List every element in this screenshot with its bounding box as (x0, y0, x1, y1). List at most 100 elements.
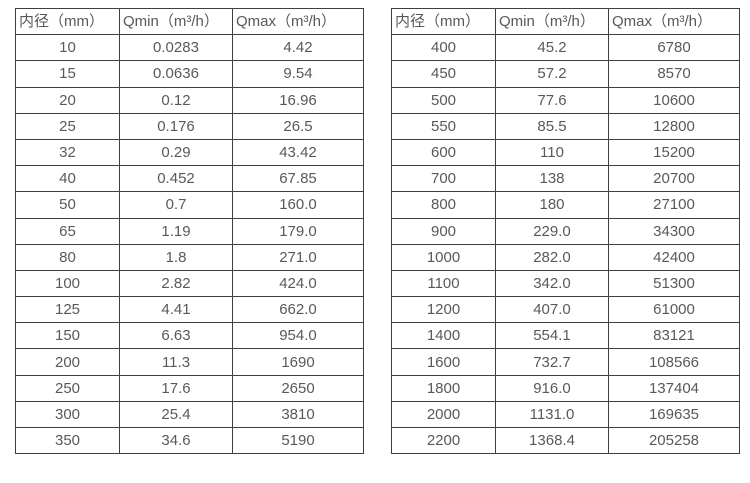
qmin-cell: 4.41 (119, 296, 233, 324)
diameter-cell: 1800 (391, 374, 496, 402)
diameter-cell: 400 (391, 34, 496, 62)
table-row: 15 0.0636 9.54 (15, 60, 364, 88)
qmax-cell: 61000 (608, 296, 740, 324)
table-row: 40 0.452 67.85 (15, 165, 364, 193)
table-row: 300 25.4 3810 (15, 400, 364, 429)
table-row: 2200 1368.4 205258 (391, 426, 740, 455)
qmax-cell: 137404 (608, 374, 740, 402)
diameter-cell: 1200 (391, 296, 496, 324)
table-row: 200 11.3 1690 (15, 348, 364, 376)
diameter-cell: 32 (15, 138, 120, 167)
qmin-cell: 1.8 (119, 243, 233, 271)
qmax-cell: 662.0 (232, 296, 364, 324)
table-row: 250 17.6 2650 (15, 374, 364, 402)
qmin-cell: 17.6 (119, 374, 233, 402)
qmin-cell: 45.2 (495, 34, 609, 62)
diameter-cell: 500 (391, 86, 496, 114)
header-row: 内径（mm） Qmin（m³/h） Qmax（m³/h） (391, 7, 740, 36)
qmax-cell: 15200 (608, 138, 740, 167)
qmin-cell: 732.7 (495, 348, 609, 376)
table-row: 2000 1131.0 169635 (391, 400, 740, 429)
table-row: 1600 732.7 108566 (391, 348, 740, 376)
table-row: 350 34.6 5190 (15, 426, 364, 455)
diameter-cell: 15 (15, 60, 120, 88)
qmax-cell: 108566 (608, 348, 740, 376)
qmax-cell: 954.0 (232, 322, 364, 350)
table-row: 25 0.176 26.5 (15, 112, 364, 140)
qmax-cell: 10600 (608, 86, 740, 114)
qmax-cell: 67.85 (232, 165, 364, 193)
qmax-cell: 2650 (232, 374, 364, 402)
diameter-cell: 125 (15, 296, 120, 324)
diameter-cell: 1600 (391, 348, 496, 376)
qmin-cell: 0.29 (119, 138, 233, 167)
qmax-cell: 205258 (608, 426, 740, 455)
diameter-cell: 800 (391, 191, 496, 219)
column-header-qmax: Qmax（m³/h） (232, 7, 364, 36)
qmax-cell: 12800 (608, 112, 740, 140)
qmin-cell: 138 (495, 165, 609, 193)
table-row: 450 57.2 8570 (391, 60, 740, 88)
qmin-cell: 0.7 (119, 191, 233, 219)
qmax-cell: 4.42 (232, 34, 364, 62)
table-row: 65 1.19 179.0 (15, 217, 364, 245)
qmax-cell: 83121 (608, 322, 740, 350)
table-row: 10 0.0283 4.42 (15, 34, 364, 62)
diameter-cell: 1100 (391, 269, 496, 298)
flow-table-small-diameters: 内径（mm） Qmin（m³/h） Qmax（m³/h） 10 0.0283 4.42 15… (15, 7, 364, 455)
diameter-cell: 150 (15, 322, 120, 350)
qmin-cell: 34.6 (119, 426, 233, 455)
qmax-cell: 160.0 (232, 191, 364, 219)
qmax-cell: 51300 (608, 269, 740, 298)
qmin-cell: 110 (495, 138, 609, 167)
diameter-cell: 1400 (391, 322, 496, 350)
table-row: 80 1.8 271.0 (15, 243, 364, 271)
table-row: 1200 407.0 61000 (391, 296, 740, 324)
diameter-cell: 20 (15, 86, 120, 114)
table-row: 400 45.2 6780 (391, 34, 740, 62)
qmin-cell: 229.0 (495, 217, 609, 245)
qmax-cell: 26.5 (232, 112, 364, 140)
column-header-qmin: Qmin（m³/h） (119, 7, 233, 36)
diameter-cell: 350 (15, 426, 120, 455)
qmax-cell: 9.54 (232, 60, 364, 88)
qmin-cell: 282.0 (495, 243, 609, 271)
diameter-cell: 450 (391, 60, 496, 88)
qmin-cell: 0.0283 (119, 34, 233, 62)
table-row: 600 110 15200 (391, 138, 740, 167)
qmin-cell: 77.6 (495, 86, 609, 114)
table-row: 1000 282.0 42400 (391, 243, 740, 271)
qmin-cell: 0.452 (119, 165, 233, 193)
qmin-cell: 1368.4 (495, 426, 609, 455)
diameter-cell: 80 (15, 243, 120, 271)
qmin-cell: 0.0636 (119, 60, 233, 88)
diameter-cell: 550 (391, 112, 496, 140)
table-row: 1400 554.1 83121 (391, 322, 740, 350)
qmax-cell: 5190 (232, 426, 364, 455)
diameter-cell: 300 (15, 400, 120, 429)
diameter-cell: 2200 (391, 426, 496, 455)
table-row: 700 138 20700 (391, 165, 740, 193)
column-header-diameter: 内径（mm） (391, 7, 496, 36)
qmin-cell: 0.176 (119, 112, 233, 140)
qmax-cell: 27100 (608, 191, 740, 219)
qmin-cell: 0.12 (119, 86, 233, 114)
qmax-cell: 43.42 (232, 138, 364, 167)
diameter-cell: 10 (15, 34, 120, 62)
diameter-cell: 40 (15, 165, 120, 193)
qmin-cell: 1131.0 (495, 400, 609, 429)
qmax-cell: 34300 (608, 217, 740, 245)
diameter-cell: 700 (391, 165, 496, 193)
qmin-cell: 1.19 (119, 217, 233, 245)
column-header-diameter: 内径（mm） (15, 7, 120, 36)
qmin-cell: 180 (495, 191, 609, 219)
qmax-cell: 1690 (232, 348, 364, 376)
diameter-cell: 65 (15, 217, 120, 245)
qmax-cell: 424.0 (232, 269, 364, 298)
qmax-cell: 3810 (232, 400, 364, 429)
table-row: 150 6.63 954.0 (15, 322, 364, 350)
table-row: 1800 916.0 137404 (391, 374, 740, 402)
diameter-cell: 25 (15, 112, 120, 140)
table-row: 125 4.41 662.0 (15, 296, 364, 324)
